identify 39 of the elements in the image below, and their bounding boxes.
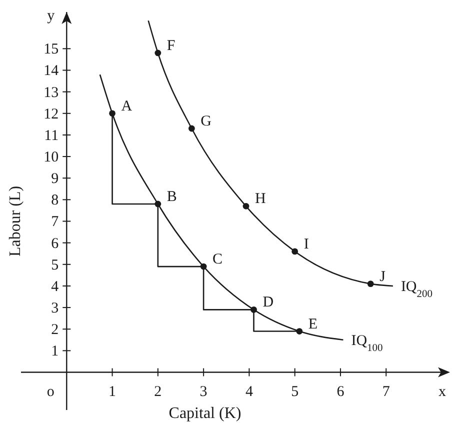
annotation: I	[304, 236, 309, 252]
y-tick-label: 4	[51, 278, 60, 295]
y-tick-label: 13	[44, 84, 59, 101]
x-tick-label: 6	[336, 384, 345, 400]
x-axis-title: Capital (K)	[168, 405, 242, 422]
y-tick-label: 1	[51, 344, 59, 360]
y-tick-label: 10	[44, 150, 59, 166]
y-tick-label: 9	[51, 171, 59, 188]
x-tick-label: 4	[245, 384, 254, 400]
annotation: B	[166, 188, 177, 205]
annotation: F	[166, 38, 176, 54]
annotation: E	[308, 316, 318, 332]
annotation: C	[212, 252, 223, 268]
y-tick-label: 14	[44, 63, 60, 80]
y-tick-label: 6	[51, 236, 60, 252]
y-tick-label: 3	[51, 300, 59, 317]
y-tick-label: 11	[44, 128, 59, 144]
annotation: x	[438, 384, 446, 400]
series-label: IQ$_{100}$	[351, 332, 383, 354]
annotation: G	[200, 113, 212, 130]
annotation: H	[254, 191, 266, 208]
y-axis-title: Labour (L)	[7, 186, 24, 257]
annotation: y	[47, 8, 56, 24]
y-tick-label: 15	[44, 42, 59, 58]
y-tick-label: 7	[51, 214, 60, 230]
y-tick-label: 12	[44, 106, 59, 122]
series-label: IQ$_{200}$	[400, 278, 433, 300]
y-tick-label: 5	[51, 257, 59, 274]
x-tick-label: 2	[154, 384, 162, 400]
annotation: o	[46, 384, 54, 400]
y-tick-label: 2	[51, 322, 59, 338]
annotation: D	[262, 294, 274, 311]
annotation: J	[380, 268, 386, 285]
x-tick-label: 3	[200, 384, 208, 400]
y-tick-label: 8	[51, 192, 59, 209]
x-tick-label: 5	[291, 384, 299, 400]
x-tick-label: 1	[108, 384, 116, 400]
x-tick-label: 7	[382, 384, 390, 400]
annotation: A	[121, 98, 132, 114]
